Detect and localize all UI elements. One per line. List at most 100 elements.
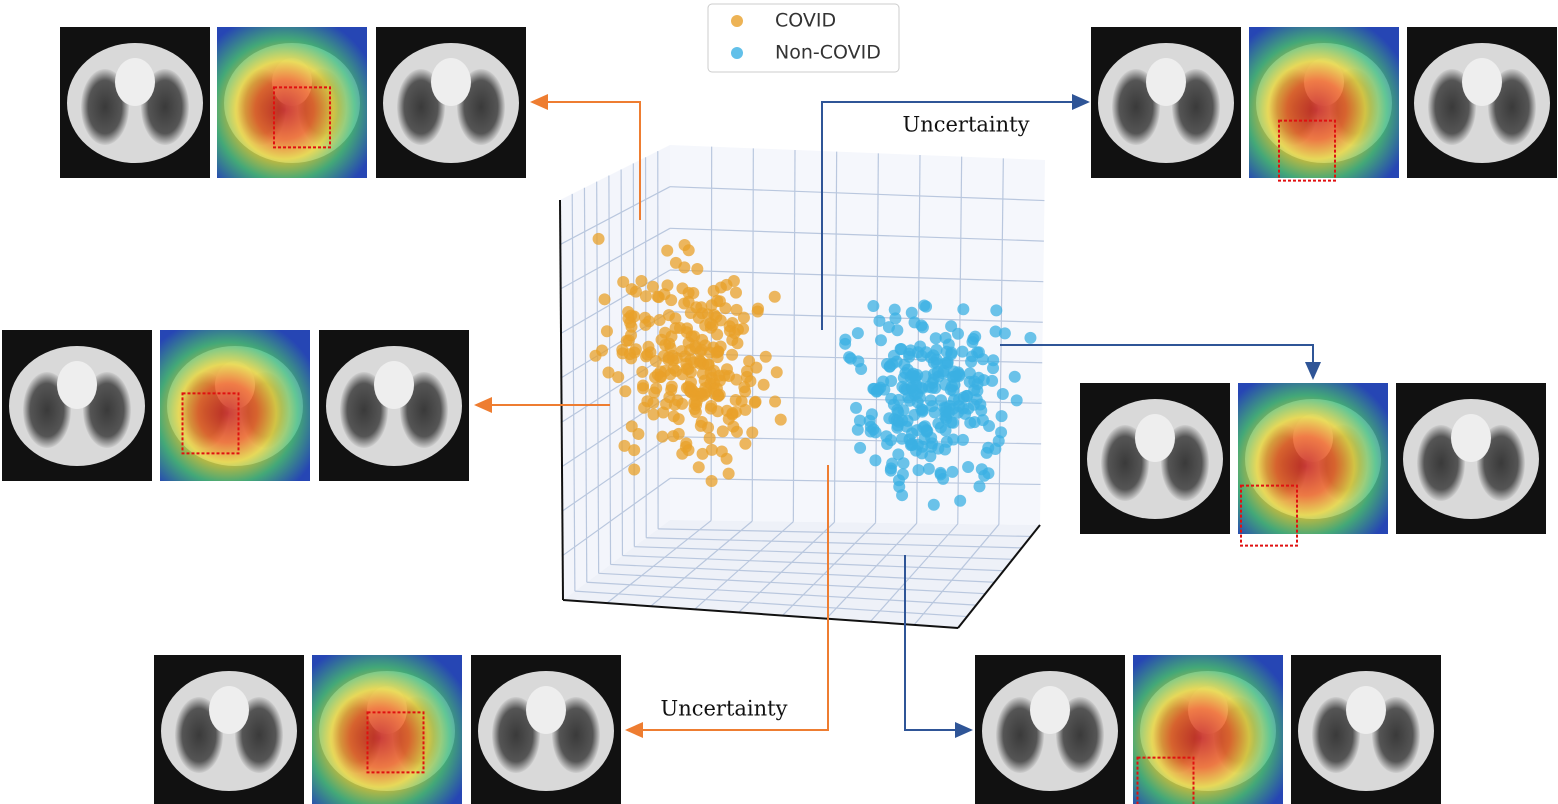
grid-line (598, 572, 986, 595)
point (920, 424, 933, 437)
point (694, 419, 707, 432)
point (618, 439, 631, 452)
point (947, 433, 960, 446)
point (965, 355, 978, 368)
grid-line (596, 181, 600, 574)
roi-box (366, 711, 425, 774)
point (915, 447, 928, 460)
point (647, 408, 660, 421)
point (639, 290, 652, 303)
grid-line (694, 521, 794, 610)
point (678, 261, 691, 274)
point (730, 303, 743, 316)
point (1008, 370, 1021, 383)
point (867, 300, 880, 313)
point (660, 398, 673, 411)
legend-label: Non-COVID (775, 42, 881, 64)
annotation: Uncertainty (903, 113, 1030, 137)
point (995, 426, 1008, 439)
point (937, 367, 950, 380)
point (723, 320, 736, 333)
point (702, 358, 715, 371)
grid-line (913, 524, 1000, 626)
point (682, 295, 695, 308)
point (731, 337, 744, 350)
point (612, 371, 625, 384)
point (895, 343, 908, 356)
point (690, 395, 703, 408)
point (687, 356, 700, 369)
grid-line (650, 520, 753, 607)
point (770, 366, 783, 379)
point (757, 378, 770, 391)
grid-line (658, 528, 1031, 538)
point (769, 395, 782, 408)
arrow (904, 555, 973, 738)
point (648, 386, 661, 399)
point (592, 232, 605, 245)
point (901, 414, 914, 427)
point (986, 374, 999, 387)
point (653, 314, 666, 327)
grid-line (571, 193, 576, 592)
point (975, 463, 988, 476)
scatter (589, 232, 1037, 511)
point (739, 437, 752, 450)
point (640, 350, 653, 363)
point (990, 304, 1003, 317)
grid-line (583, 187, 588, 583)
grid-line (738, 521, 835, 613)
point (716, 425, 729, 438)
point (654, 365, 667, 378)
point (750, 361, 763, 374)
point (906, 369, 919, 382)
arrow (625, 465, 829, 738)
point (924, 394, 937, 407)
point (684, 385, 697, 398)
grid-line (561, 436, 671, 512)
point (973, 480, 986, 493)
point (661, 244, 674, 257)
grid-line (586, 581, 977, 606)
connectors: Uncertainty Uncertainty (474, 94, 1321, 738)
point (995, 410, 1008, 423)
grid-line (669, 227, 1044, 242)
point (946, 465, 959, 478)
point (699, 381, 712, 394)
point (962, 460, 975, 473)
point (711, 351, 724, 364)
point (939, 424, 952, 437)
ct-heart (1135, 414, 1175, 462)
point (853, 414, 866, 427)
point (666, 349, 679, 362)
point (871, 384, 884, 397)
roi-box (181, 392, 240, 455)
point (1010, 394, 1023, 407)
point (854, 441, 867, 454)
point (730, 425, 743, 438)
point (889, 312, 902, 325)
grid-line (792, 149, 796, 522)
point (888, 303, 901, 316)
legend-marker (731, 47, 743, 59)
point (904, 439, 917, 452)
point (749, 395, 762, 408)
point (719, 302, 732, 315)
point (922, 462, 935, 475)
point (596, 344, 609, 357)
point (971, 346, 984, 359)
ct-heart (209, 686, 249, 734)
point (639, 311, 652, 324)
point (637, 382, 650, 395)
grid-line (560, 227, 671, 290)
point (934, 468, 947, 481)
ct-heart (1146, 58, 1186, 106)
point (692, 311, 705, 324)
grid-line (634, 546, 1013, 560)
annotation: Uncertainty (661, 697, 788, 721)
point (892, 474, 905, 487)
point (886, 457, 899, 470)
ct-heart (1462, 58, 1502, 106)
axis (559, 199, 564, 601)
